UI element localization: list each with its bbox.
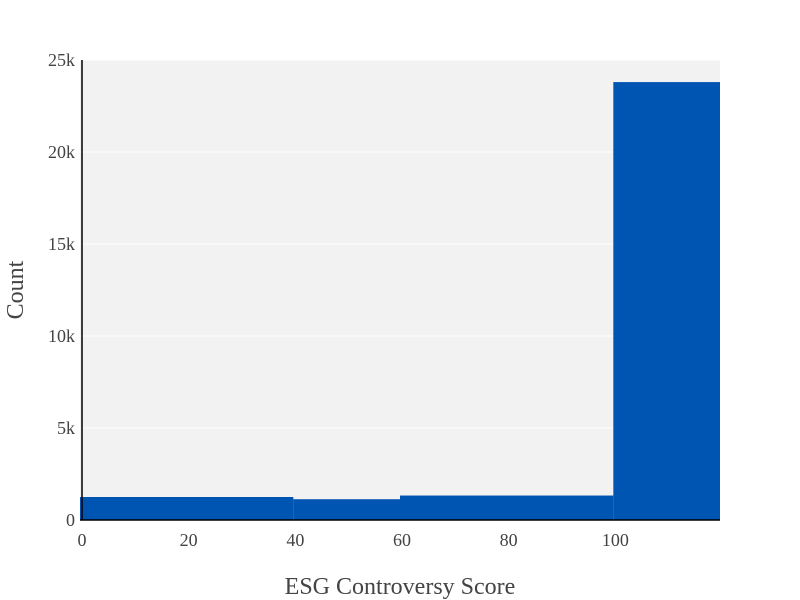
histogram-bar bbox=[613, 82, 720, 520]
y-tick-label: 25k bbox=[48, 50, 75, 70]
y-tick-label: 10k bbox=[48, 326, 75, 346]
y-tick-label: 0 bbox=[66, 510, 75, 530]
x-tick-label: 80 bbox=[500, 530, 518, 550]
histogram-bar bbox=[80, 497, 294, 520]
histogram-bar bbox=[400, 495, 614, 520]
y-tick-label: 5k bbox=[57, 418, 75, 438]
histogram-bar bbox=[293, 499, 400, 520]
x-tick-label: 20 bbox=[180, 530, 198, 550]
x-tick-label: 40 bbox=[286, 530, 304, 550]
histogram-bars bbox=[80, 82, 720, 520]
x-tick-label: 0 bbox=[78, 530, 87, 550]
x-tick-label: 60 bbox=[393, 530, 411, 550]
x-tick-label: 100 bbox=[602, 530, 629, 550]
x-axis-title: ESG Controversy Score bbox=[285, 574, 516, 600]
y-tick-label: 15k bbox=[48, 234, 75, 254]
y-axis-title: Count bbox=[3, 260, 29, 319]
y-tick-labels: 0 5k 10k 15k 20k 25k bbox=[48, 50, 75, 530]
y-tick-label: 20k bbox=[48, 142, 75, 162]
x-tick-labels: 0 20 40 60 80 100 bbox=[78, 530, 629, 550]
